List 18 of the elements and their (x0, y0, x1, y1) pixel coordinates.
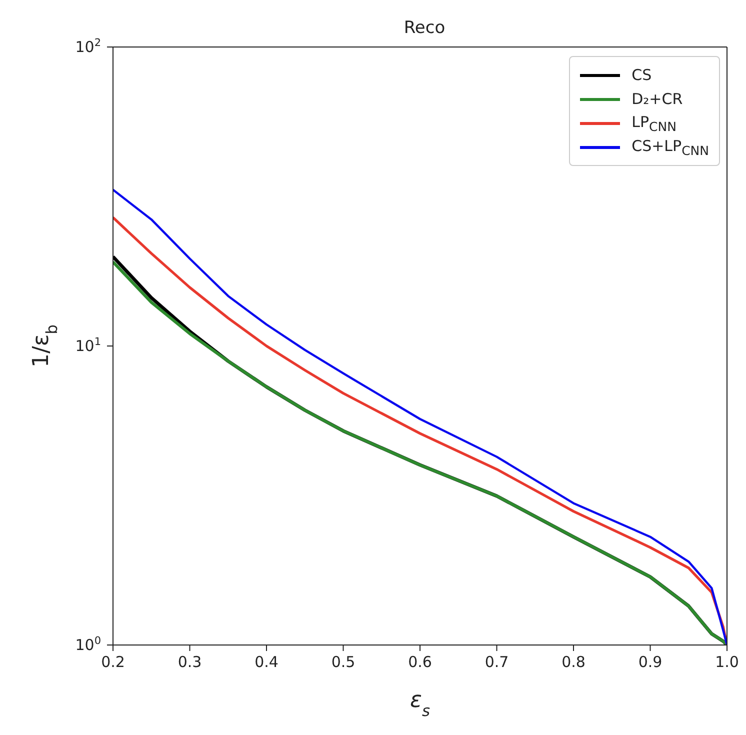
legend-label: D₂+CR (632, 90, 683, 108)
x-tick-label: 0.7 (484, 653, 509, 671)
y-tick-label: 10$^{1}$ (75, 336, 101, 355)
x-tick-label: 1.0 (715, 653, 739, 671)
legend-label: CS+LP$_{CNN}$ (632, 136, 709, 158)
x-tick-label: 0.2 (101, 653, 125, 671)
x-tick-label: 0.5 (331, 653, 356, 671)
x-tick-label: 0.8 (562, 653, 586, 671)
legend-label: LP$_{CNN}$ (632, 112, 676, 134)
x-tick-label: 0.6 (408, 653, 432, 671)
y-tick-label: 10$^{2}$ (75, 37, 101, 56)
chart-title: Reco (402, 18, 446, 38)
x-tick-label: 0.4 (254, 653, 278, 671)
x-tick-label: 0.9 (638, 653, 662, 671)
y-tick-label: 10$^{0}$ (75, 635, 101, 654)
x-tick-label: 0.3 (178, 653, 202, 671)
legend-label: CS (632, 66, 652, 84)
x-axis-title: ε$_{s}$ (410, 688, 430, 720)
